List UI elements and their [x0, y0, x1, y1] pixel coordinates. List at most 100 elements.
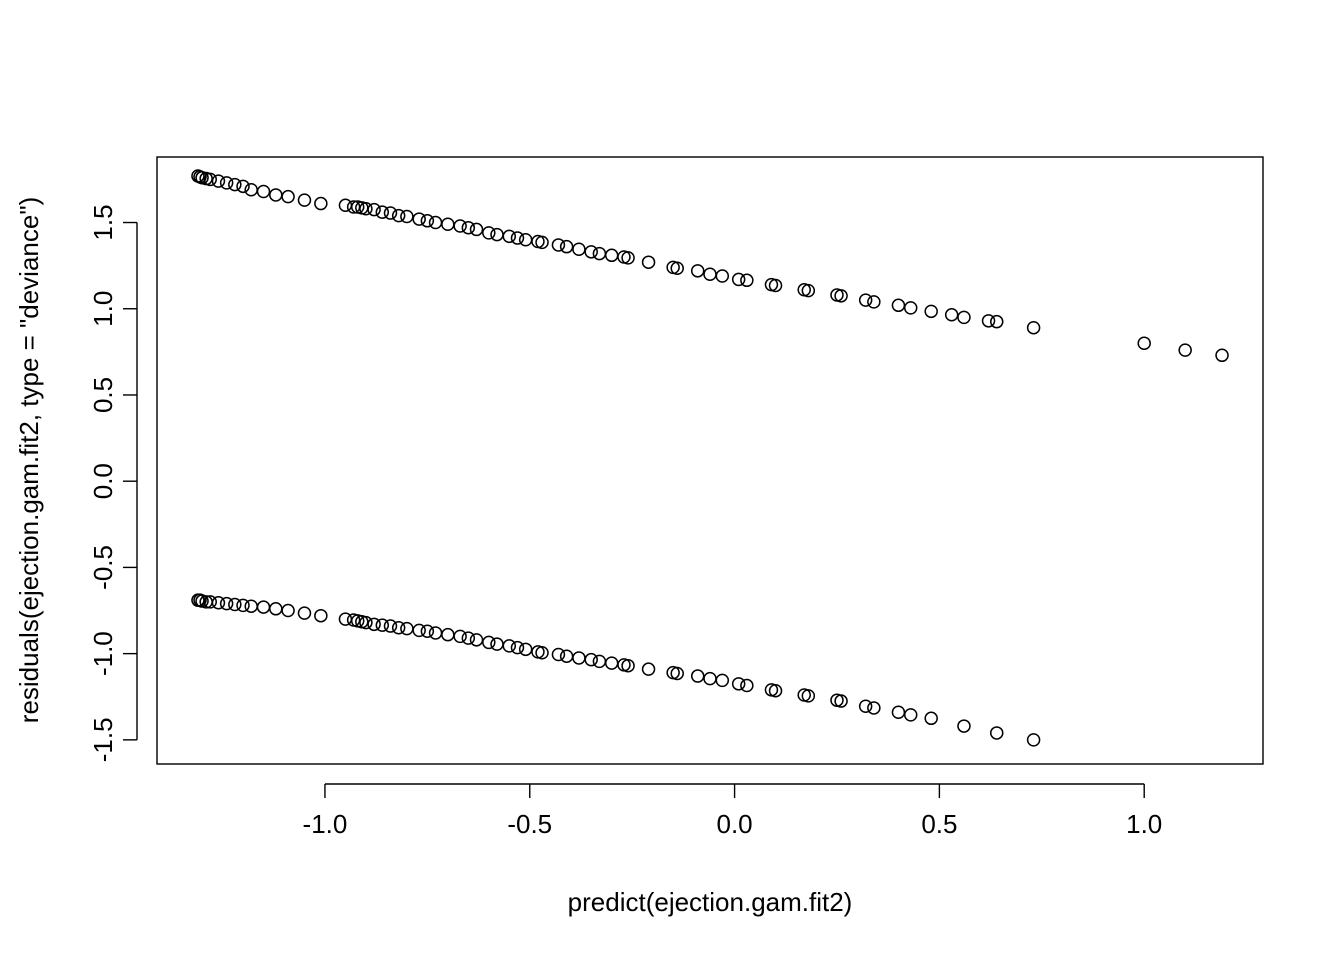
- data-point: [989, 726, 1004, 740]
- y-tick-label: 1.0: [88, 291, 118, 327]
- data-point: [510, 640, 525, 655]
- data-point: [584, 245, 598, 259]
- data-point: [559, 239, 574, 254]
- data-point: [903, 708, 918, 722]
- data-points: [191, 169, 1229, 747]
- data-point: [1026, 320, 1041, 335]
- data-point: [1215, 348, 1229, 363]
- data-point: [535, 646, 549, 660]
- data-point: [703, 671, 717, 686]
- y-tick-label: -1.0: [88, 631, 118, 676]
- data-point: [490, 227, 504, 242]
- data-point: [858, 293, 873, 307]
- data-point: [502, 639, 517, 653]
- data-point: [412, 212, 426, 226]
- data-point: [834, 694, 848, 708]
- data-point: [338, 198, 353, 213]
- y-axis-title: residuals(ejection.gam.fit2, type = "dev…: [14, 197, 44, 723]
- data-point: [584, 652, 598, 667]
- data-point: [572, 242, 586, 257]
- data-point: [989, 314, 1004, 329]
- data-point: [981, 314, 996, 328]
- data-point: [420, 624, 435, 638]
- data-point: [428, 626, 443, 640]
- data-point: [801, 689, 816, 703]
- data-point: [867, 701, 881, 715]
- data-point: [453, 219, 467, 233]
- data-point: [1178, 343, 1192, 357]
- data-point: [834, 289, 848, 303]
- data-point: [375, 618, 390, 632]
- data-point: [641, 255, 656, 269]
- data-point: [469, 633, 484, 647]
- data-point: [375, 205, 390, 219]
- data-point: [551, 647, 566, 662]
- data-point: [281, 189, 295, 204]
- data-point: [211, 174, 226, 188]
- data-point: [219, 176, 234, 190]
- data-point: [731, 272, 746, 287]
- data-point: [297, 606, 312, 620]
- data-point: [715, 269, 730, 283]
- y-tick-label: 1.5: [88, 204, 118, 240]
- data-point: [420, 214, 435, 228]
- data-point: [1026, 733, 1041, 747]
- plot-frame: [156, 156, 1264, 765]
- data-point: [621, 251, 635, 265]
- data-point: [453, 629, 467, 644]
- data-point: [383, 619, 398, 633]
- data-point: [891, 298, 906, 313]
- data-point: [957, 310, 971, 325]
- data-point: [269, 188, 283, 202]
- data-point: [510, 231, 525, 245]
- data-point: [244, 599, 258, 613]
- data-point: [228, 177, 242, 192]
- data-point: [924, 711, 938, 726]
- data-point: [412, 623, 426, 638]
- data-point: [740, 273, 754, 288]
- data-point: [383, 206, 398, 220]
- data-point: [551, 238, 566, 252]
- data-point: [490, 637, 504, 651]
- data-point: [858, 699, 873, 713]
- data-point: [461, 631, 476, 645]
- data-point: [314, 608, 328, 623]
- data-point: [367, 202, 381, 217]
- data-point: [1137, 336, 1151, 350]
- data-point: [502, 229, 517, 244]
- data-point: [256, 184, 271, 199]
- data-point: [670, 261, 684, 275]
- data-point: [924, 304, 938, 319]
- data-point: [703, 267, 717, 282]
- y-tick-label: -1.5: [88, 717, 118, 762]
- data-point: [314, 196, 328, 211]
- data-point: [768, 278, 783, 293]
- data-point: [391, 621, 406, 635]
- data-point: [441, 627, 455, 642]
- data-point: [690, 264, 705, 278]
- data-point: [690, 669, 705, 683]
- data-point: [740, 678, 754, 693]
- data-point: [604, 656, 619, 670]
- data-point: [359, 201, 373, 216]
- data-point: [957, 719, 971, 733]
- data-point: [621, 658, 635, 673]
- data-point: [482, 226, 496, 240]
- data-point: [768, 683, 783, 698]
- data-point: [400, 209, 414, 224]
- data-point: [518, 642, 533, 657]
- data-point: [203, 595, 218, 609]
- data-point: [518, 233, 533, 247]
- data-point: [228, 597, 242, 612]
- x-tick-label: 0.5: [921, 809, 957, 839]
- data-point: [219, 596, 234, 611]
- data-point: [236, 179, 250, 194]
- data-point: [281, 603, 295, 618]
- x-tick-label: -1.0: [303, 809, 348, 839]
- data-point: [731, 677, 746, 691]
- x-tick-label: 1.0: [1126, 809, 1162, 839]
- data-point: [715, 673, 730, 688]
- data-point: [236, 598, 250, 613]
- data-point: [256, 600, 271, 614]
